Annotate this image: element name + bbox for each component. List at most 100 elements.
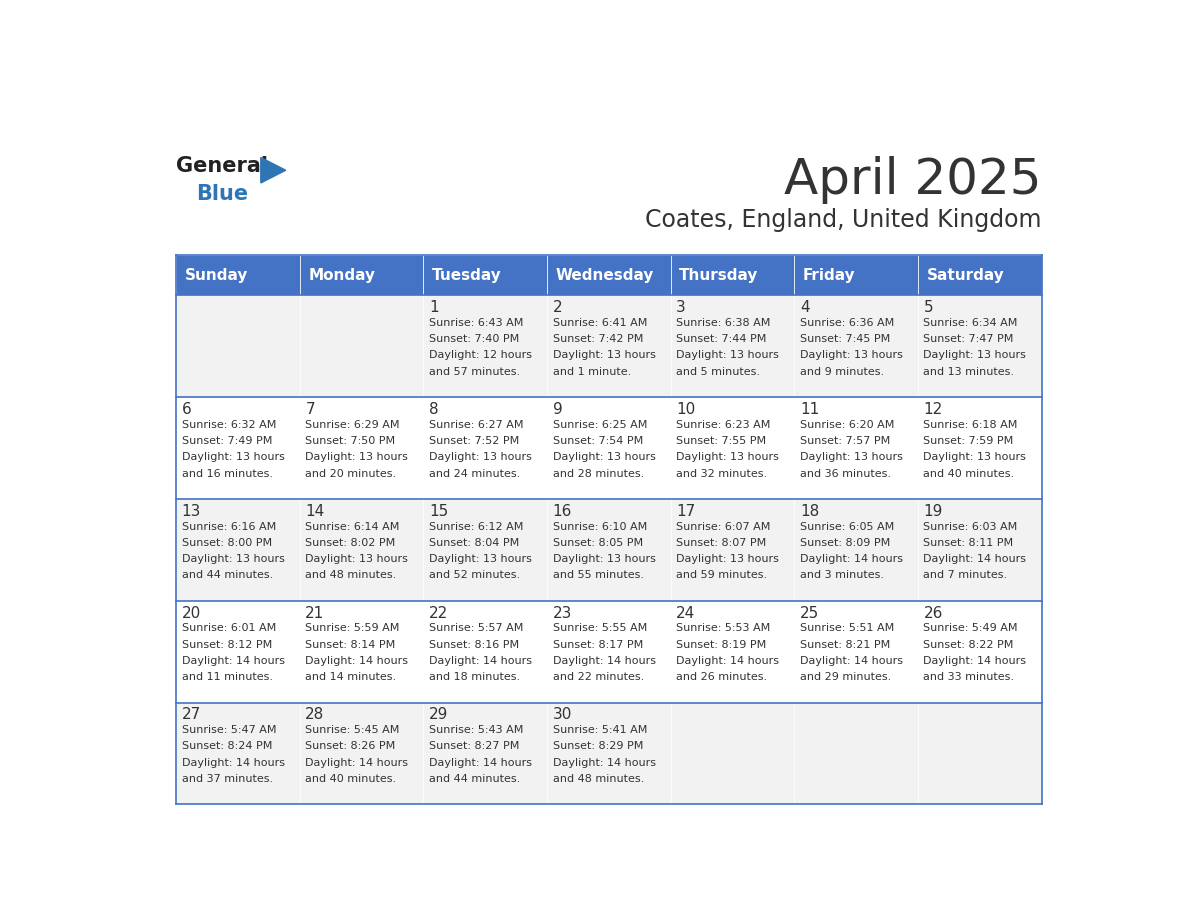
Text: and 52 minutes.: and 52 minutes. xyxy=(429,570,520,580)
Text: 17: 17 xyxy=(676,504,695,519)
FancyBboxPatch shape xyxy=(918,702,1042,804)
Text: Monday: Monday xyxy=(309,268,375,283)
Text: and 13 minutes.: and 13 minutes. xyxy=(923,367,1015,376)
FancyBboxPatch shape xyxy=(671,498,795,600)
Text: and 22 minutes.: and 22 minutes. xyxy=(552,672,644,682)
Text: Sunset: 7:52 PM: Sunset: 7:52 PM xyxy=(429,436,519,446)
Text: Sunset: 7:54 PM: Sunset: 7:54 PM xyxy=(552,436,643,446)
FancyBboxPatch shape xyxy=(176,702,299,804)
Text: Sunrise: 6:23 AM: Sunrise: 6:23 AM xyxy=(676,420,771,430)
Text: 6: 6 xyxy=(182,402,191,417)
Text: Daylight: 13 hours: Daylight: 13 hours xyxy=(552,453,656,463)
Text: 1: 1 xyxy=(429,300,438,315)
Text: Daylight: 13 hours: Daylight: 13 hours xyxy=(305,554,409,564)
Text: Sunset: 7:44 PM: Sunset: 7:44 PM xyxy=(676,334,766,344)
Text: 22: 22 xyxy=(429,606,448,621)
Text: 14: 14 xyxy=(305,504,324,519)
Text: Sunrise: 6:36 AM: Sunrise: 6:36 AM xyxy=(800,318,895,328)
FancyBboxPatch shape xyxy=(176,600,299,702)
Text: Sunrise: 5:51 AM: Sunrise: 5:51 AM xyxy=(800,623,895,633)
Text: Sunrise: 5:45 AM: Sunrise: 5:45 AM xyxy=(305,725,399,735)
Text: Daylight: 14 hours: Daylight: 14 hours xyxy=(182,757,285,767)
FancyBboxPatch shape xyxy=(918,498,1042,600)
Text: and 11 minutes.: and 11 minutes. xyxy=(182,672,272,682)
FancyBboxPatch shape xyxy=(423,397,546,498)
Text: Sunset: 8:22 PM: Sunset: 8:22 PM xyxy=(923,640,1013,650)
FancyBboxPatch shape xyxy=(671,397,795,498)
Text: Sunrise: 6:25 AM: Sunrise: 6:25 AM xyxy=(552,420,647,430)
Text: Sunrise: 5:47 AM: Sunrise: 5:47 AM xyxy=(182,725,276,735)
Text: Daylight: 13 hours: Daylight: 13 hours xyxy=(800,351,903,361)
Text: and 1 minute.: and 1 minute. xyxy=(552,367,631,376)
Text: Sunset: 8:16 PM: Sunset: 8:16 PM xyxy=(429,640,519,650)
FancyBboxPatch shape xyxy=(423,498,546,600)
Text: Sunrise: 6:32 AM: Sunrise: 6:32 AM xyxy=(182,420,276,430)
Text: Sunrise: 5:43 AM: Sunrise: 5:43 AM xyxy=(429,725,523,735)
FancyBboxPatch shape xyxy=(795,397,918,498)
FancyBboxPatch shape xyxy=(795,255,918,296)
Text: and 36 minutes.: and 36 minutes. xyxy=(800,468,891,478)
Text: 28: 28 xyxy=(305,708,324,722)
Text: Daylight: 14 hours: Daylight: 14 hours xyxy=(182,655,285,666)
Text: Sunrise: 6:14 AM: Sunrise: 6:14 AM xyxy=(305,521,399,532)
Text: 7: 7 xyxy=(305,402,315,417)
Text: and 14 minutes.: and 14 minutes. xyxy=(305,672,397,682)
Polygon shape xyxy=(261,158,285,183)
Text: Sunset: 7:59 PM: Sunset: 7:59 PM xyxy=(923,436,1013,446)
Text: General: General xyxy=(176,156,268,176)
Text: Thursday: Thursday xyxy=(680,268,759,283)
Text: Daylight: 13 hours: Daylight: 13 hours xyxy=(923,351,1026,361)
Text: 3: 3 xyxy=(676,300,685,315)
Text: Daylight: 13 hours: Daylight: 13 hours xyxy=(676,351,779,361)
Text: Daylight: 14 hours: Daylight: 14 hours xyxy=(800,554,903,564)
Text: and 29 minutes.: and 29 minutes. xyxy=(800,672,891,682)
Text: Sunset: 8:00 PM: Sunset: 8:00 PM xyxy=(182,538,272,548)
Text: Sunset: 8:29 PM: Sunset: 8:29 PM xyxy=(552,742,643,752)
Text: Sunset: 8:19 PM: Sunset: 8:19 PM xyxy=(676,640,766,650)
FancyBboxPatch shape xyxy=(918,255,1042,296)
Text: and 40 minutes.: and 40 minutes. xyxy=(923,468,1015,478)
Text: Daylight: 14 hours: Daylight: 14 hours xyxy=(429,757,532,767)
Text: Sunrise: 6:10 AM: Sunrise: 6:10 AM xyxy=(552,521,646,532)
Text: Sunset: 8:24 PM: Sunset: 8:24 PM xyxy=(182,742,272,752)
Text: Daylight: 14 hours: Daylight: 14 hours xyxy=(800,655,903,666)
Text: and 7 minutes.: and 7 minutes. xyxy=(923,570,1007,580)
Text: Daylight: 14 hours: Daylight: 14 hours xyxy=(552,655,656,666)
Text: Daylight: 14 hours: Daylight: 14 hours xyxy=(305,655,409,666)
Text: and 59 minutes.: and 59 minutes. xyxy=(676,570,767,580)
FancyBboxPatch shape xyxy=(795,498,918,600)
Text: and 24 minutes.: and 24 minutes. xyxy=(429,468,520,478)
Text: Sunset: 8:05 PM: Sunset: 8:05 PM xyxy=(552,538,643,548)
Text: Sunset: 7:49 PM: Sunset: 7:49 PM xyxy=(182,436,272,446)
Text: Saturday: Saturday xyxy=(927,268,1004,283)
Text: Daylight: 12 hours: Daylight: 12 hours xyxy=(429,351,532,361)
Text: Sunrise: 6:29 AM: Sunrise: 6:29 AM xyxy=(305,420,400,430)
Text: Sunrise: 5:49 AM: Sunrise: 5:49 AM xyxy=(923,623,1018,633)
FancyBboxPatch shape xyxy=(299,702,423,804)
FancyBboxPatch shape xyxy=(918,397,1042,498)
Text: 30: 30 xyxy=(552,708,571,722)
Text: Daylight: 13 hours: Daylight: 13 hours xyxy=(182,453,284,463)
FancyBboxPatch shape xyxy=(423,600,546,702)
Text: Sunset: 8:26 PM: Sunset: 8:26 PM xyxy=(305,742,396,752)
FancyBboxPatch shape xyxy=(176,296,299,397)
Text: Daylight: 13 hours: Daylight: 13 hours xyxy=(429,453,532,463)
Text: Sunrise: 6:27 AM: Sunrise: 6:27 AM xyxy=(429,420,524,430)
Text: Sunrise: 6:20 AM: Sunrise: 6:20 AM xyxy=(800,420,895,430)
Text: 13: 13 xyxy=(182,504,201,519)
FancyBboxPatch shape xyxy=(546,600,671,702)
Text: Sunrise: 6:05 AM: Sunrise: 6:05 AM xyxy=(800,521,895,532)
Text: and 16 minutes.: and 16 minutes. xyxy=(182,468,272,478)
Text: 18: 18 xyxy=(800,504,819,519)
Text: Sunrise: 6:01 AM: Sunrise: 6:01 AM xyxy=(182,623,276,633)
Text: Daylight: 13 hours: Daylight: 13 hours xyxy=(552,554,656,564)
FancyBboxPatch shape xyxy=(176,397,299,498)
Text: Sunset: 8:07 PM: Sunset: 8:07 PM xyxy=(676,538,766,548)
Text: and 9 minutes.: and 9 minutes. xyxy=(800,367,884,376)
Text: April 2025: April 2025 xyxy=(784,156,1042,204)
Text: Daylight: 14 hours: Daylight: 14 hours xyxy=(923,655,1026,666)
Text: and 48 minutes.: and 48 minutes. xyxy=(305,570,397,580)
Text: Daylight: 13 hours: Daylight: 13 hours xyxy=(429,554,532,564)
FancyBboxPatch shape xyxy=(918,296,1042,397)
FancyBboxPatch shape xyxy=(176,498,299,600)
